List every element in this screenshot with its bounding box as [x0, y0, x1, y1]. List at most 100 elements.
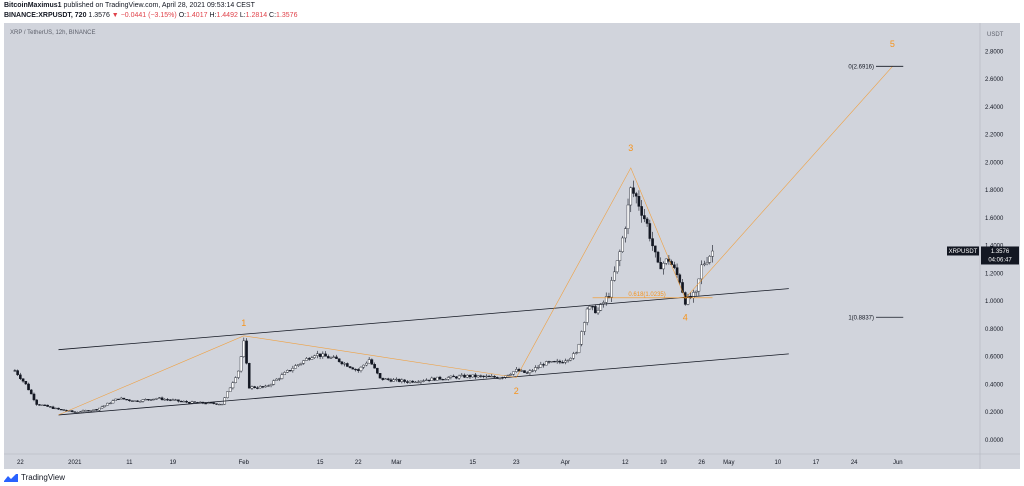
candle-body: [117, 398, 120, 401]
candle-body: [681, 282, 684, 293]
candle-body: [138, 401, 142, 403]
candle-body: [476, 375, 480, 378]
wave-path: [58, 66, 893, 416]
candle-body: [13, 370, 17, 372]
candle-body: [613, 271, 616, 281]
candle-body: [346, 363, 349, 367]
x-tick-label: 19: [660, 460, 667, 466]
y-tick-label: 0.0000: [985, 438, 1004, 444]
symbol-tag: [947, 246, 979, 256]
candle-body: [174, 399, 177, 401]
candle-body: [335, 356, 338, 359]
candle-body: [653, 245, 657, 253]
candle-body: [264, 385, 267, 388]
candle-body: [250, 386, 254, 389]
candle-body: [98, 407, 101, 411]
candle-body: [38, 404, 41, 406]
candle-body: [76, 411, 79, 414]
publish-info: published on TradingView.com, April 28, …: [63, 2, 255, 9]
candle-body: [329, 357, 333, 359]
candle-body: [337, 358, 341, 363]
candle-body: [463, 374, 466, 378]
candle-body: [302, 360, 306, 364]
candle-body: [626, 204, 630, 229]
y-tick-label: 2.6000: [985, 77, 1004, 83]
wave-label-2: 2: [514, 386, 519, 396]
candle-body: [95, 409, 98, 411]
candle-body: [247, 363, 251, 389]
candle-body: [585, 308, 589, 323]
candle-body: [528, 370, 532, 374]
candle-body: [403, 379, 406, 382]
candle-body: [190, 401, 194, 404]
candle-body: [168, 399, 172, 401]
candle-body: [119, 397, 123, 400]
channel-line-lower: [58, 353, 789, 416]
candle-body: [62, 409, 66, 411]
symbol-tag-label: XRPUSDT: [949, 249, 978, 255]
candle-body: [708, 256, 712, 263]
candle-body: [177, 399, 180, 402]
candle-body: [89, 410, 93, 412]
price-axis[interactable]: [980, 23, 1020, 454]
candle-body: [160, 397, 164, 400]
tradingview-logo[interactable]: TradingView: [4, 473, 65, 482]
x-tick-label: 22: [17, 460, 24, 466]
candle-body: [59, 409, 63, 411]
bar-countdown: 04:06:47: [988, 257, 1012, 263]
candle-body: [114, 398, 118, 401]
y-tick-label: 2.8000: [985, 49, 1004, 55]
candle-body: [228, 387, 232, 392]
time-axis[interactable]: [4, 454, 1020, 469]
candle-body: [106, 402, 109, 406]
candle-body: [703, 263, 706, 266]
last-price-value: 1.3576: [991, 249, 1010, 255]
candle-body: [648, 223, 652, 239]
candle-body: [446, 377, 450, 380]
candle-body: [384, 378, 387, 380]
candle-body: [615, 260, 619, 273]
candle-body: [460, 374, 464, 377]
candle-body: [130, 400, 134, 402]
candle-body: [158, 397, 161, 399]
candle-body: [141, 399, 145, 402]
candle-body: [624, 228, 627, 239]
candle-body: [100, 406, 104, 409]
candle-body: [449, 375, 453, 378]
candle-body: [381, 377, 385, 380]
candle-body: [35, 399, 39, 405]
author-name[interactable]: BitcoinMaximus1: [4, 2, 62, 9]
candle-body: [621, 237, 624, 252]
candle-body: [288, 370, 292, 372]
candle-body: [471, 374, 475, 378]
x-tick-label: 23: [513, 460, 520, 466]
candle-body: [81, 410, 85, 412]
candle-body: [27, 383, 30, 391]
y-tick-label: 1.8000: [985, 188, 1004, 194]
candle-body: [392, 379, 395, 382]
candle-body: [618, 251, 622, 261]
candle-body: [280, 374, 284, 379]
chart-area[interactable]: XRP / TetherUS, 12h, BINANCE USDT 0.0000…: [4, 23, 1020, 469]
candle-body: [656, 251, 660, 263]
candle-body: [678, 274, 682, 283]
candle-body: [185, 401, 188, 403]
candle-body: [544, 361, 548, 366]
candle-body: [596, 310, 600, 314]
fib-level-label: 1(0.8837): [848, 315, 874, 321]
candle-body: [474, 374, 477, 378]
candle-body: [632, 187, 635, 194]
candle-body: [378, 373, 382, 379]
close-value: 1.3576: [276, 12, 298, 19]
candle-body: [664, 258, 668, 264]
candle-body: [542, 364, 545, 366]
candle-body: [465, 374, 469, 378]
candle-body: [212, 402, 216, 404]
price-change: −0.0441 (−3.15%): [120, 12, 177, 19]
symbol-label: BINANCE:XRPUSDT, 720: [4, 12, 87, 19]
candle-body: [539, 364, 543, 368]
low-value: 1.2814: [245, 12, 268, 19]
candle-body: [348, 366, 352, 368]
price-chart[interactable]: XRP / TetherUS, 12h, BINANCE USDT 0.0000…: [4, 23, 1020, 469]
candle-body: [166, 399, 169, 401]
